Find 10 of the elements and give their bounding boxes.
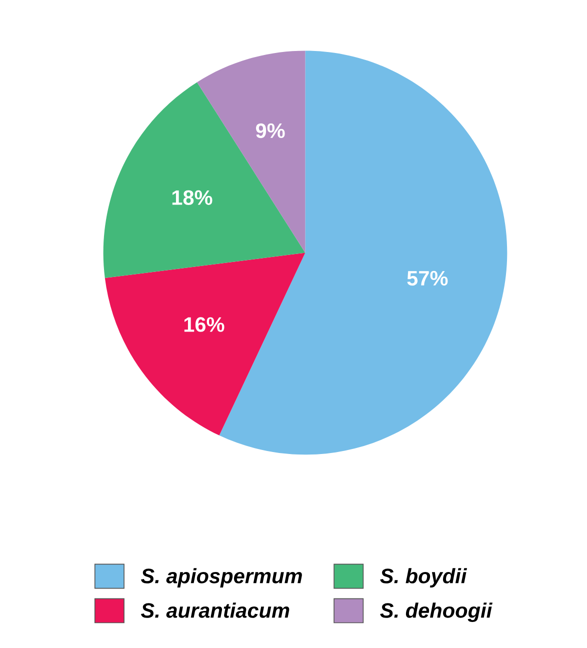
data-label: 57% bbox=[407, 270, 448, 286]
data-label: 9% bbox=[256, 123, 285, 138]
pie-slice bbox=[103, 82, 306, 278]
legend-label: S. dehoogii bbox=[380, 602, 492, 622]
data-label: 16% bbox=[184, 317, 224, 332]
pie-slice bbox=[104, 252, 306, 436]
legend-label: S. apiospermum bbox=[140, 568, 302, 588]
legend-label: S. boydii bbox=[380, 568, 468, 588]
legend-label: S. aurantiacum bbox=[140, 602, 290, 618]
data-label: 18% bbox=[172, 190, 212, 206]
